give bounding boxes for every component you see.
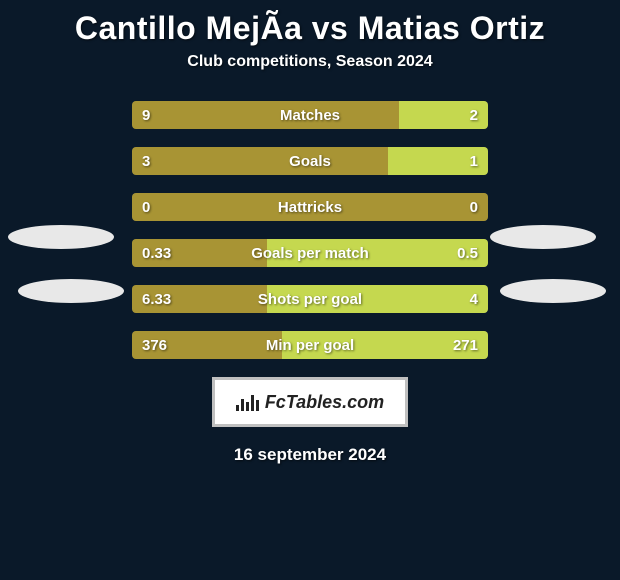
stat-row: 6.334Shots per goal <box>132 285 488 313</box>
stat-value-left: 3 <box>142 147 150 175</box>
branding-badge: FcTables.com <box>212 377 408 427</box>
player-ellipse-2 <box>18 279 124 303</box>
stat-value-right: 2 <box>470 101 478 129</box>
stat-value-left: 6.33 <box>142 285 171 313</box>
stat-value-left: 0.33 <box>142 239 171 267</box>
page-title: Cantillo MejÃa vs Matias Ortiz <box>0 0 620 53</box>
stat-bar-left <box>132 101 399 129</box>
stat-value-left: 376 <box>142 331 167 359</box>
branding-text: FcTables.com <box>265 392 384 413</box>
stat-row: 0.330.5Goals per match <box>132 239 488 267</box>
player-ellipse-1 <box>490 225 596 249</box>
footer-date: 16 september 2024 <box>0 445 620 465</box>
stat-value-right: 0.5 <box>457 239 478 267</box>
stat-row: 376271Min per goal <box>132 331 488 359</box>
stat-rows: 92Matches31Goals00Hattricks0.330.5Goals … <box>132 101 488 359</box>
branding-logo-icon <box>236 393 259 411</box>
stat-value-right: 1 <box>470 147 478 175</box>
stat-bar-left <box>132 147 388 175</box>
stat-row: 00Hattricks <box>132 193 488 221</box>
stat-row: 31Goals <box>132 147 488 175</box>
stat-value-right: 4 <box>470 285 478 313</box>
stat-value-left: 0 <box>142 193 150 221</box>
comparison-chart: 92Matches31Goals00Hattricks0.330.5Goals … <box>0 101 620 359</box>
stat-value-right: 271 <box>453 331 478 359</box>
page-subtitle: Club competitions, Season 2024 <box>0 53 620 101</box>
stat-bar-right <box>267 285 488 313</box>
stat-row: 92Matches <box>132 101 488 129</box>
player-ellipse-3 <box>500 279 606 303</box>
stat-bar-left <box>132 193 488 221</box>
player-ellipse-0 <box>8 225 114 249</box>
stat-bar-right <box>267 239 488 267</box>
stat-value-right: 0 <box>470 193 478 221</box>
stat-value-left: 9 <box>142 101 150 129</box>
